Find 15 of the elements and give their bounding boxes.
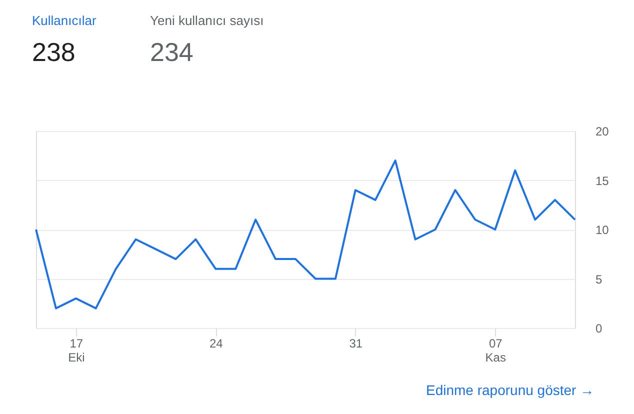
y-tick-label: 20: [596, 124, 610, 138]
x-tick-label: 24: [209, 336, 224, 350]
text: Edinme raporunu göster →: [426, 382, 594, 398]
y-tick-label: 15: [596, 174, 610, 188]
line-series: [35, 160, 576, 310]
text: Yeni kullanıcı sayısı: [150, 13, 264, 28]
y-tick-label: 5: [596, 272, 602, 286]
text: Kullanıcılar: [32, 13, 97, 28]
y-tick-label: 10: [596, 223, 610, 237]
text: 234: [150, 37, 194, 67]
x-tick-label: 31: [349, 336, 363, 350]
text: 238: [32, 37, 76, 67]
x-tick-label: 07 Kas: [485, 336, 506, 364]
x-tick-label: 17 Eki: [68, 336, 85, 364]
y-tick-label: 0: [596, 322, 602, 336]
